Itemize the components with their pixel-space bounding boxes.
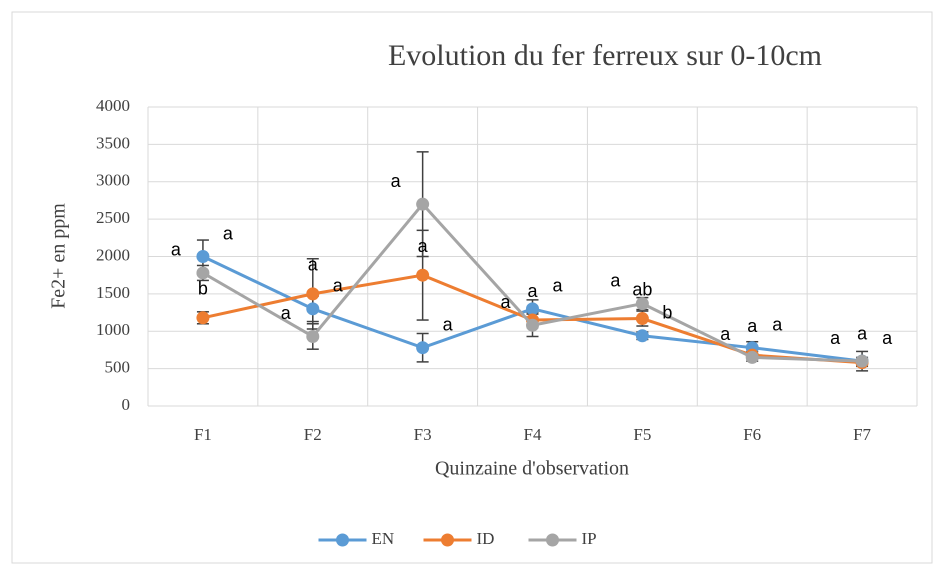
point [196, 250, 210, 263]
y-tick-label: 4000 [96, 96, 130, 115]
legend-label: IP [582, 529, 597, 548]
point [526, 318, 539, 332]
point [306, 302, 320, 316]
y-tick-label: 1500 [96, 283, 130, 302]
point [416, 268, 430, 282]
point [306, 329, 320, 343]
significance-letter: b [662, 302, 672, 322]
y-tick-label: 3500 [96, 133, 130, 152]
point [635, 297, 649, 311]
x-axis-label: Quinzaine d'observation [435, 458, 629, 480]
significance-letter: a [857, 323, 868, 343]
legend-label: EN [372, 529, 395, 548]
point [306, 287, 320, 301]
x-tick-label: F6 [743, 425, 761, 444]
y-tick-label: 2000 [96, 245, 130, 264]
significance-letter: a [223, 223, 234, 243]
significance-letter: a [443, 314, 454, 334]
legend-label: ID [477, 529, 495, 548]
y-tick-label: 2500 [96, 208, 130, 227]
significance-letter: a [527, 281, 538, 301]
significance-letter: a [610, 270, 621, 290]
y-tick-label: 1000 [96, 320, 130, 339]
x-tick-label: F5 [633, 425, 651, 444]
legend-marker [546, 533, 559, 547]
significance-letter: a [391, 171, 402, 191]
significance-letter: a [882, 328, 893, 348]
significance-letter: a [747, 316, 758, 336]
x-tick-label: F7 [853, 425, 871, 444]
significance-letter: b [198, 279, 208, 299]
significance-letter: a [308, 255, 319, 275]
y-axis-label: Fe2+ en ppm [48, 203, 70, 309]
significance-letter: a [830, 328, 841, 348]
significance-letter: a [772, 314, 783, 334]
significance-letter: ab [632, 279, 652, 299]
point [196, 311, 210, 325]
chart-title: Evolution du fer ferreux sur 0-10cm [388, 39, 822, 72]
significance-letter: a [418, 236, 429, 256]
point [635, 312, 649, 326]
significance-letter: a [171, 240, 182, 260]
significance-letter: a [281, 303, 292, 323]
legend-marker [441, 533, 454, 547]
chart-frame [11, 11, 933, 564]
point [196, 266, 210, 280]
x-tick-label: F1 [194, 425, 212, 444]
legend-marker [336, 533, 349, 547]
point [416, 341, 430, 355]
significance-letter: a [720, 324, 731, 344]
y-tick-label: 3000 [96, 171, 130, 190]
significance-letter: a [500, 292, 511, 312]
point [526, 302, 539, 316]
significance-letter: a [333, 276, 344, 296]
y-tick-label: 0 [122, 395, 131, 414]
point [635, 329, 649, 343]
point [416, 197, 430, 211]
point [855, 354, 869, 368]
point [745, 350, 759, 364]
y-tick-label: 500 [105, 358, 131, 377]
x-tick-label: F4 [524, 425, 542, 444]
x-tick-label: F2 [304, 425, 322, 444]
x-tick-label: F3 [414, 425, 432, 444]
significance-letter: a [552, 276, 563, 296]
